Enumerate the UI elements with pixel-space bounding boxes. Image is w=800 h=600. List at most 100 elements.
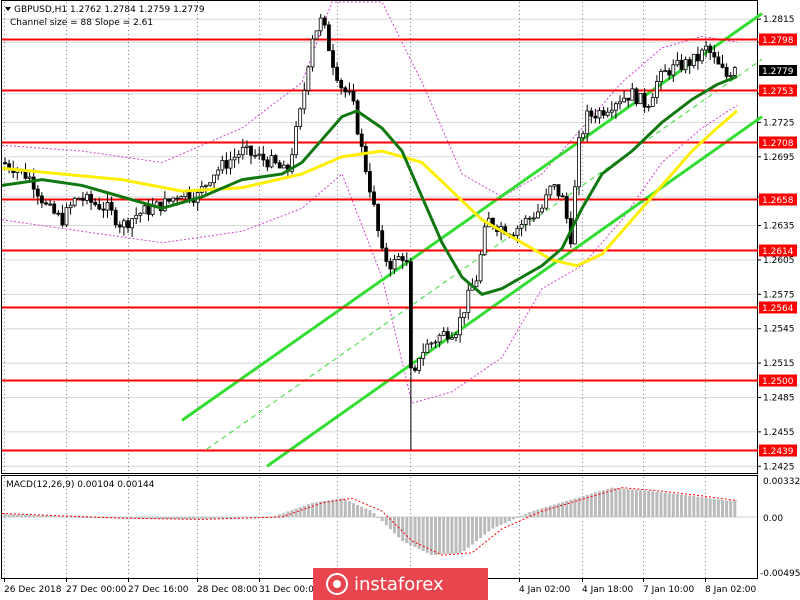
candle xyxy=(179,195,184,199)
candle xyxy=(527,215,532,226)
macd-hist-bar xyxy=(499,517,503,525)
candle xyxy=(363,143,368,175)
candle xyxy=(195,189,200,211)
candle-body xyxy=(618,101,622,105)
macd-hist-bar xyxy=(73,516,77,518)
level-label-box xyxy=(759,444,797,457)
menu-triangle-icon[interactable] xyxy=(5,7,11,11)
candle-body xyxy=(708,45,713,53)
level-label-text: 1.2798 xyxy=(762,36,794,46)
macd-hist-bar xyxy=(552,504,556,517)
candle-body xyxy=(117,224,122,228)
macd-hist-bar xyxy=(286,511,290,517)
level-label-text: 1.2708 xyxy=(762,139,794,149)
candle xyxy=(220,155,225,174)
macd-hist-bar xyxy=(429,517,433,555)
macd-hist-bar xyxy=(491,517,495,529)
candle-body xyxy=(72,197,77,206)
candle-body xyxy=(113,209,118,226)
candle xyxy=(376,203,381,238)
candle-body xyxy=(376,203,381,232)
macd-hist-bar xyxy=(298,507,302,517)
macd-hist-bar xyxy=(77,516,81,518)
candle-body xyxy=(696,53,700,62)
macd-hist-bar xyxy=(675,494,679,517)
y-tick-label-11: 1.2485 xyxy=(763,393,795,403)
macd-hist-bar xyxy=(479,517,483,538)
candle-body xyxy=(48,203,52,206)
level-label-box xyxy=(759,244,797,257)
candle xyxy=(253,149,258,159)
candle xyxy=(609,101,614,118)
candle xyxy=(138,212,143,223)
candle xyxy=(109,196,114,216)
candle xyxy=(577,130,581,196)
price-axis: 1.28151.27951.27501.27251.26951.26601.26… xyxy=(757,15,795,472)
candle-body xyxy=(548,185,553,196)
macd-hist-bar xyxy=(11,514,15,517)
candle xyxy=(126,217,130,234)
candle-body xyxy=(52,203,57,214)
candle xyxy=(331,44,335,76)
candle xyxy=(117,221,122,234)
macd-hist-bar xyxy=(475,517,478,542)
candle-body xyxy=(646,106,651,108)
candle xyxy=(404,252,409,266)
candle-body xyxy=(445,331,450,340)
candle xyxy=(208,182,212,187)
macd-hist-bar xyxy=(311,502,314,517)
macd-hist-bar xyxy=(360,506,364,517)
macd-hist-bar xyxy=(721,499,724,517)
candle xyxy=(429,341,434,349)
candle xyxy=(142,203,147,214)
macd-hist-bar xyxy=(229,517,232,519)
macd-hist-bar xyxy=(364,508,368,517)
candle-body xyxy=(347,90,352,93)
candle xyxy=(585,104,590,142)
x-tick-label-8: 8 Jan 02:00 xyxy=(705,585,757,595)
macd-hist-bar xyxy=(56,516,60,518)
ma-fast-line xyxy=(1,75,738,296)
macd-hist-bar xyxy=(696,496,700,517)
candle xyxy=(249,145,253,165)
candle-body xyxy=(367,171,372,193)
macd-hist-bar xyxy=(327,500,331,517)
macd-hist-bar xyxy=(204,517,208,519)
candle-body xyxy=(290,154,294,172)
candle xyxy=(113,207,118,229)
candle xyxy=(306,65,311,95)
macd-hist-bar xyxy=(409,517,413,546)
candle-body xyxy=(556,184,561,197)
macd-hist-bar xyxy=(585,494,589,517)
candle xyxy=(265,156,270,172)
macd-hist-bar xyxy=(520,515,524,517)
candle xyxy=(597,107,602,124)
level-label-box xyxy=(759,301,797,314)
level-label-1.2798: 1.2798 xyxy=(759,33,797,46)
y-tick-label-3: 1.2725 xyxy=(763,118,795,128)
candle xyxy=(445,327,450,344)
candle xyxy=(720,54,725,69)
candle-body xyxy=(458,317,463,336)
candle xyxy=(691,53,696,69)
macd-hist-bar xyxy=(384,517,388,526)
macd-hist-bar xyxy=(462,517,466,552)
candle-body xyxy=(171,197,176,202)
macd-hist-bar xyxy=(368,510,372,517)
candle xyxy=(93,198,98,207)
candle-body xyxy=(626,97,631,101)
candle xyxy=(277,159,282,169)
macd-hist-bar xyxy=(434,517,437,555)
candle-body xyxy=(687,59,692,66)
candle-body xyxy=(339,80,344,89)
candle xyxy=(712,44,717,64)
candle-body xyxy=(392,259,397,270)
candle xyxy=(339,78,344,95)
macd-hist-bar xyxy=(610,487,614,517)
macd-hist-bar xyxy=(503,517,507,524)
macd-hist-bar xyxy=(663,492,667,517)
candle xyxy=(548,185,553,200)
macd-hist-bar xyxy=(175,517,179,520)
macd-hist-bar xyxy=(331,499,335,517)
candle xyxy=(671,59,676,83)
